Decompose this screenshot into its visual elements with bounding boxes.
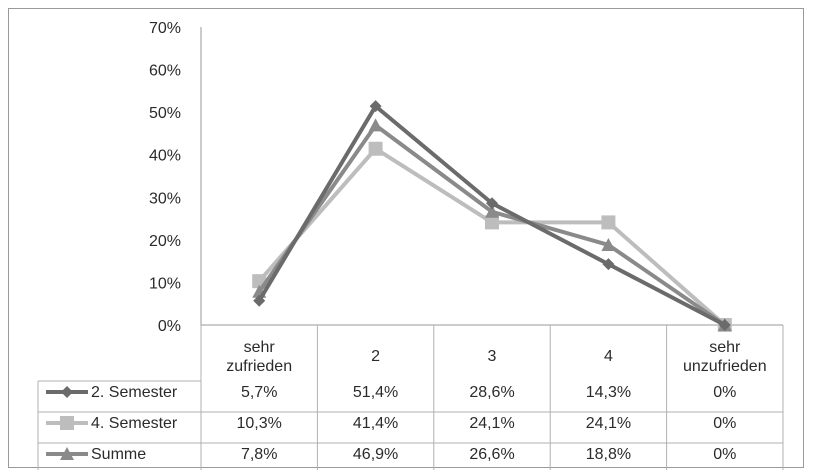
y-tick-label: 30%	[149, 190, 181, 207]
data-label: 28,6%	[469, 384, 514, 401]
y-tick-label: 20%	[149, 233, 181, 250]
category-label: 3	[488, 348, 497, 365]
table-row: 2. Semester 5,7% 51,4% 28,6% 14,3% 0%	[46, 384, 736, 401]
data-label: 7,8%	[241, 446, 277, 463]
series-0	[253, 100, 731, 331]
data-point	[369, 100, 382, 113]
table-row: 4. Semester 10,3% 41,4% 24,1% 24,1% 0%	[46, 415, 736, 432]
data-label: 26,6%	[469, 446, 514, 463]
category-label: zufrieden	[226, 358, 292, 375]
category-label: 4	[604, 348, 613, 365]
category-label: 2	[371, 348, 380, 365]
data-label: 0%	[713, 415, 736, 432]
y-tick-label: 50%	[149, 105, 181, 122]
data-label: 0%	[713, 446, 736, 463]
data-point	[368, 141, 383, 156]
data-label: 41,4%	[353, 415, 398, 432]
legend-marker	[60, 447, 74, 460]
data-point	[601, 215, 616, 230]
category-label: sehr	[244, 339, 276, 356]
data-label: 5,7%	[241, 384, 277, 401]
legend-label: 4. Semester	[91, 415, 178, 432]
data-label: 0%	[713, 384, 736, 401]
category-label: unzufrieden	[683, 358, 767, 375]
y-tick-label: 60%	[149, 63, 181, 80]
data-point	[602, 258, 615, 271]
y-tick-label: 70%	[149, 20, 181, 37]
y-tick-label: 0%	[158, 318, 181, 335]
y-tick-label: 40%	[149, 148, 181, 165]
data-label: 24,1%	[469, 415, 514, 432]
data-label: 51,4%	[353, 384, 398, 401]
series-lines	[252, 100, 732, 332]
y-tick-label: 10%	[149, 275, 181, 292]
legend-marker	[60, 416, 74, 430]
data-point	[485, 215, 499, 230]
data-label: 46,9%	[353, 446, 398, 463]
legend-marker	[61, 386, 73, 398]
chart-frame	[8, 8, 804, 468]
category-label: sehr	[709, 339, 741, 356]
data-point	[601, 237, 616, 251]
data-point	[253, 294, 266, 307]
data-label: 14,3%	[586, 384, 631, 401]
series-1	[252, 141, 732, 332]
table-row: Summe 7,8% 46,9% 26,6% 18,8% 0%	[46, 446, 736, 463]
legend-label: 2. Semester	[91, 384, 178, 401]
data-table: 2. Semester 5,7% 51,4% 28,6% 14,3% 0%4. Semes…	[37, 380, 783, 470]
data-point	[718, 319, 731, 331]
data-label: 24,1%	[586, 415, 631, 432]
data-point	[485, 204, 499, 218]
data-point	[486, 197, 498, 210]
data-label: 10,3%	[237, 415, 282, 432]
data-label: 18,8%	[586, 446, 631, 463]
series-line	[257, 146, 727, 327]
data-point	[368, 118, 383, 132]
axes: 0% 10% 20% 30% 40% 50% 60% 70% sehr zufrieden 2 3 4 s…	[149, 20, 784, 470]
legend-label: Summe	[91, 446, 146, 463]
